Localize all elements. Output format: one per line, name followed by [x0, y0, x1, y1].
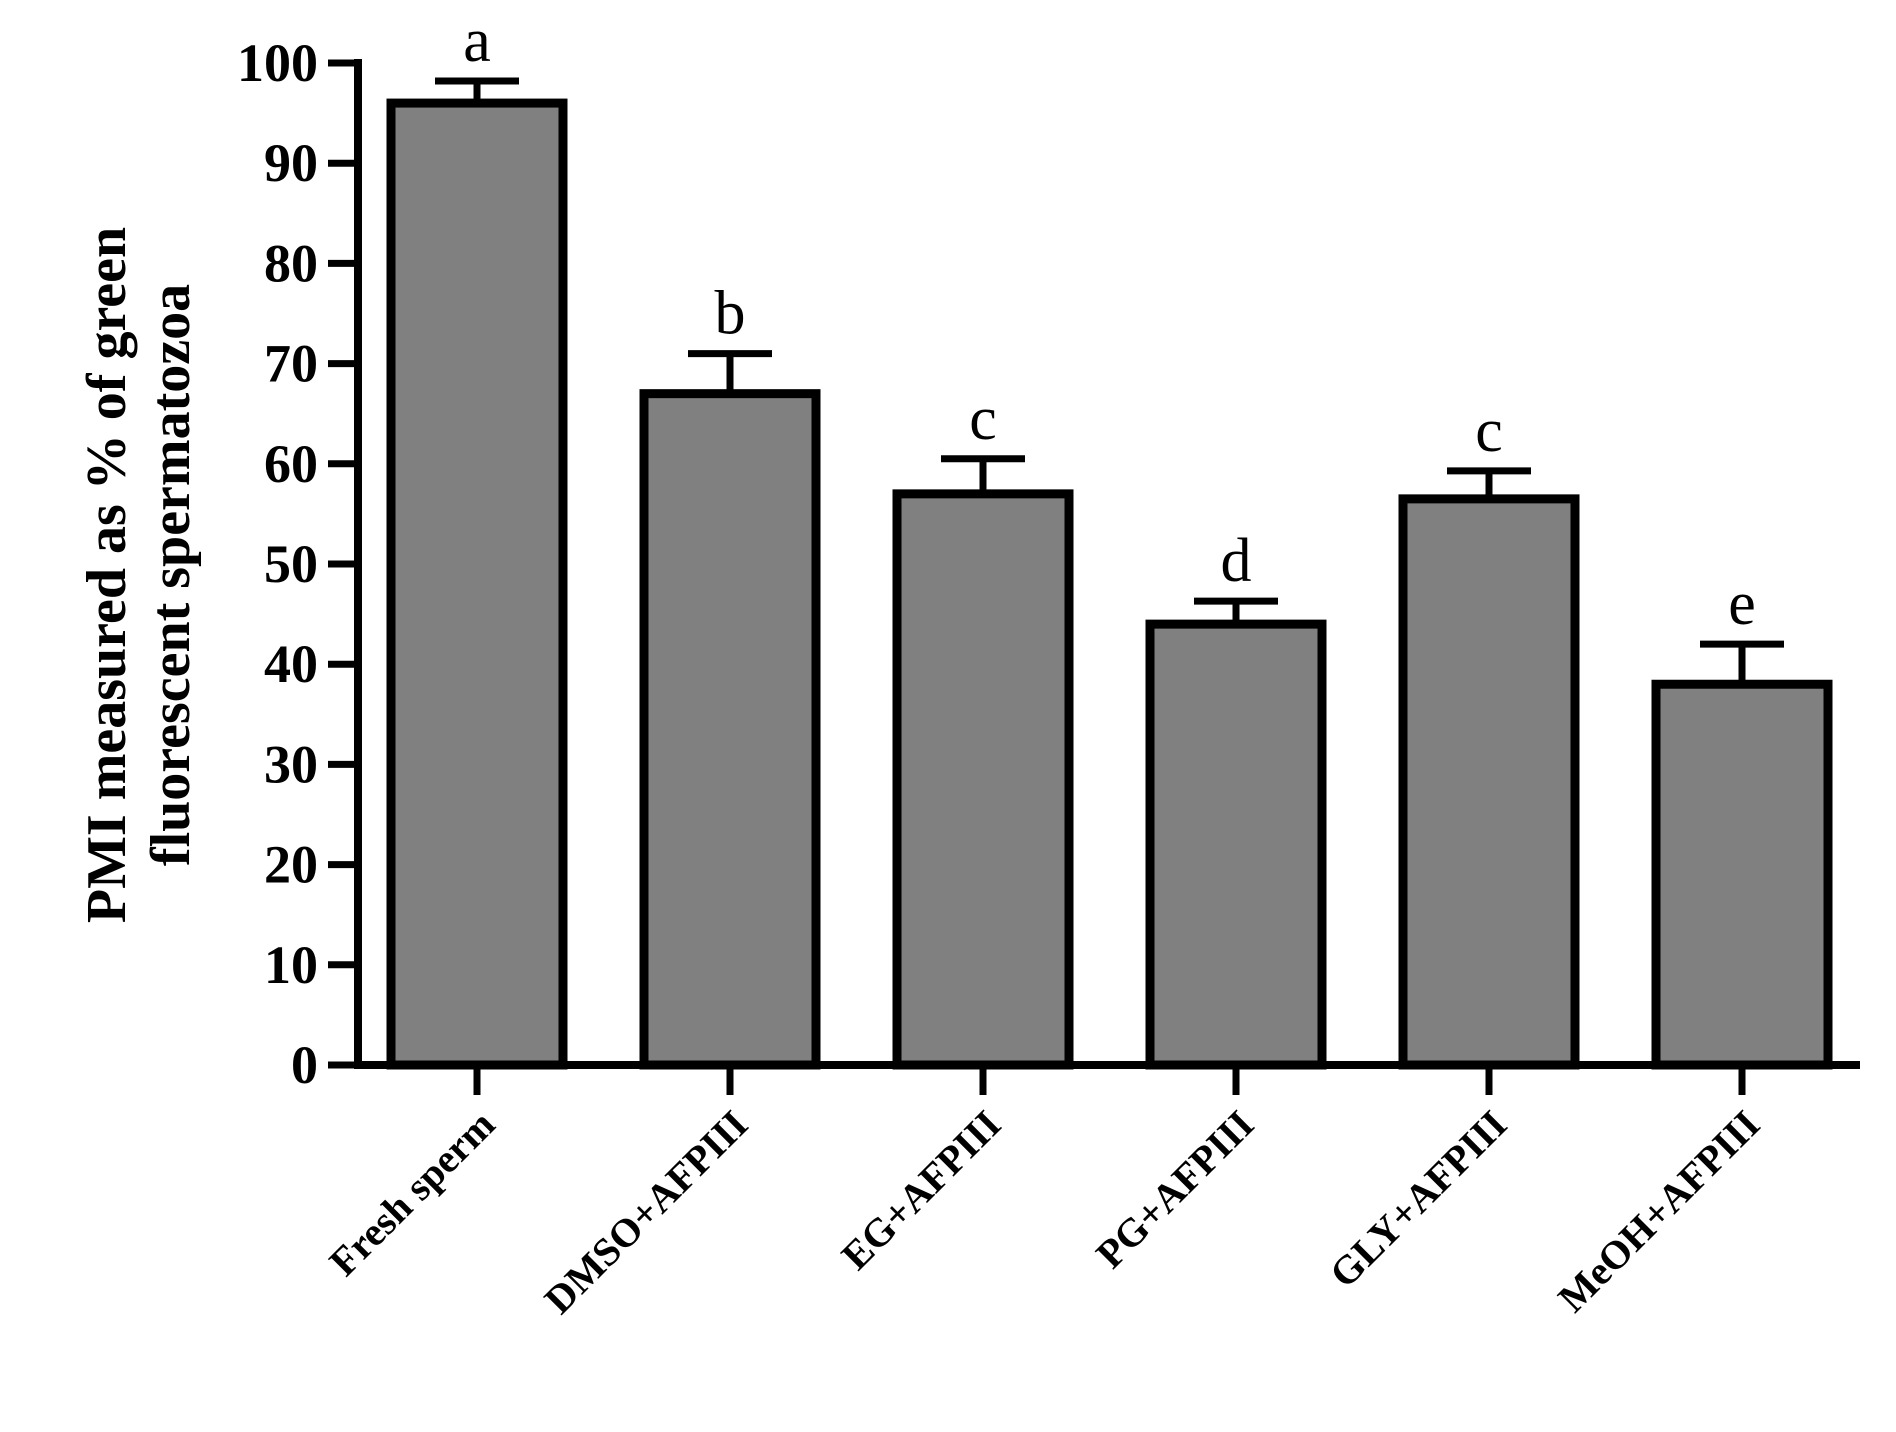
y-tick-label: 80: [264, 233, 318, 293]
bar: [892, 489, 1074, 1070]
x-tick-label: EG+AFPIII: [833, 1102, 1010, 1279]
plot-area: a Fresh sperm b DMSO+AFPIII c EG+AFPIII d PG+AF…: [237, 7, 1860, 1322]
y-tick-label: 70: [264, 334, 318, 394]
y-tick-label: 50: [264, 534, 318, 594]
y-tick-label: 30: [264, 734, 318, 794]
significance-letter: c: [1475, 397, 1503, 465]
bar: [1145, 619, 1327, 1070]
y-axis-title: PMI measured as % of green fluorescent s…: [76, 227, 202, 923]
x-tick-label: GLY+AFPIII: [1321, 1102, 1516, 1297]
bar: [386, 98, 568, 1070]
y-axis-title-line2: fluorescent spermatozoa: [140, 284, 202, 866]
bar: [1398, 494, 1580, 1070]
y-tick-label: 60: [264, 434, 318, 494]
y-tick-label: 90: [264, 133, 318, 193]
bar: [639, 389, 821, 1070]
x-tick-label: Fresh sperm: [320, 1102, 503, 1285]
y-tick-label: 100: [237, 33, 318, 93]
y-tick-label: 20: [264, 835, 318, 895]
x-tick-label: PG+AFPIII: [1087, 1102, 1262, 1277]
significance-letter: c: [969, 385, 997, 453]
x-tick-label: DMSO+AFPIII: [536, 1102, 757, 1323]
y-axis-title-line1: PMI measured as % of green: [76, 227, 138, 923]
significance-letter: a: [463, 7, 491, 75]
y-tick-label: 0: [291, 1035, 318, 1095]
y-tick-label: 10: [264, 935, 318, 995]
bar: [1651, 679, 1833, 1070]
x-tick-label: MeOH+AFPIII: [1549, 1102, 1768, 1321]
significance-letter: d: [1221, 527, 1252, 595]
y-tick-label: 40: [264, 634, 318, 694]
significance-letter: b: [715, 280, 746, 348]
significance-letter: e: [1728, 570, 1756, 638]
